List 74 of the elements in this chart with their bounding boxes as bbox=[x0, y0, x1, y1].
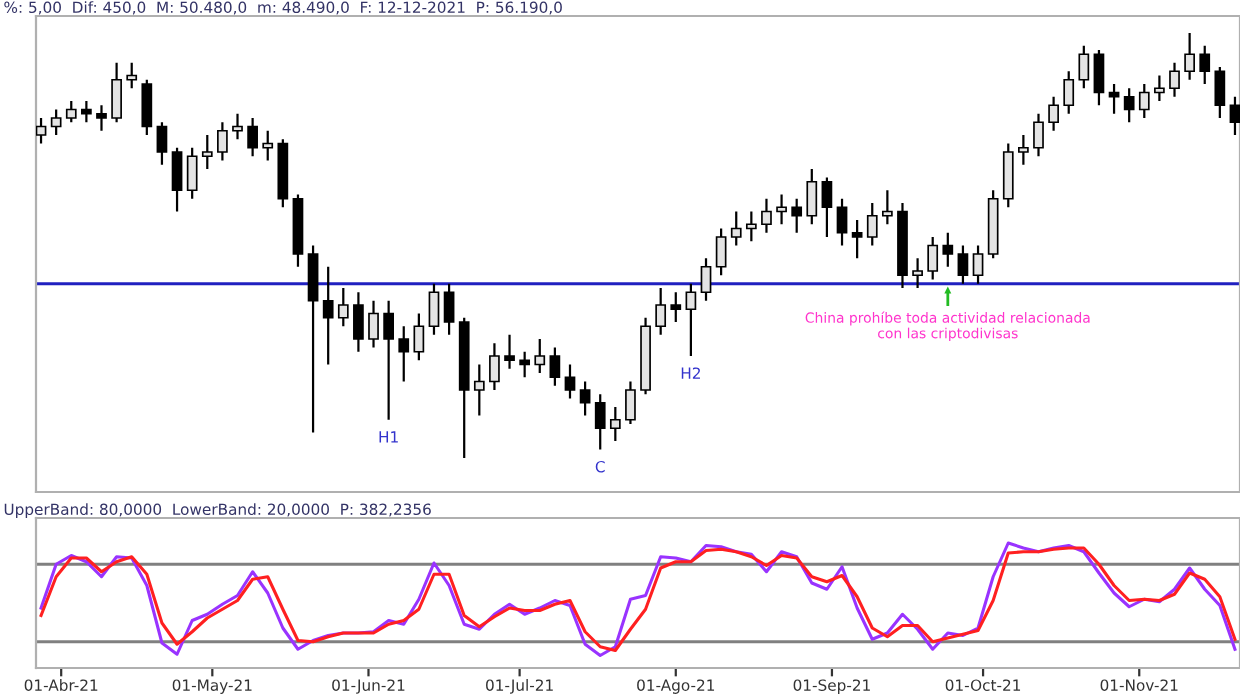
candlestick bbox=[670, 291, 682, 324]
candlestick bbox=[1184, 31, 1195, 81]
candlestick bbox=[337, 286, 349, 328]
candlestick bbox=[65, 99, 77, 124]
candlestick bbox=[972, 244, 984, 285]
candlestick bbox=[1093, 48, 1105, 107]
candlestick bbox=[217, 121, 228, 162]
candlestick bbox=[957, 244, 969, 285]
candlestick bbox=[473, 363, 485, 417]
candlestick bbox=[262, 129, 274, 162]
candlestick bbox=[186, 146, 198, 200]
candlestick bbox=[201, 133, 213, 171]
candlestick bbox=[247, 116, 258, 158]
candlestick bbox=[232, 112, 243, 141]
candlestick bbox=[851, 218, 863, 260]
candlestick bbox=[50, 108, 62, 137]
candlestick bbox=[579, 380, 591, 417]
candlestick bbox=[866, 201, 878, 247]
candlestick bbox=[1078, 44, 1090, 90]
candlestick bbox=[1002, 142, 1014, 209]
candlestick bbox=[821, 176, 833, 239]
candlestick bbox=[141, 78, 153, 137]
candlestick bbox=[1154, 74, 1165, 103]
candlestick bbox=[36, 116, 47, 145]
candlestick bbox=[776, 193, 787, 226]
candlestick bbox=[519, 350, 531, 379]
candlestick bbox=[398, 325, 410, 383]
candlestick bbox=[625, 380, 636, 426]
candlestick bbox=[836, 197, 848, 247]
candlestick bbox=[1018, 133, 1029, 166]
candlestick bbox=[730, 210, 742, 247]
candlestick bbox=[912, 257, 923, 290]
candlestick bbox=[881, 189, 893, 226]
candlestick bbox=[761, 197, 772, 234]
candlestick bbox=[383, 299, 395, 421]
candlestick bbox=[594, 393, 606, 451]
candlestick bbox=[428, 282, 440, 336]
candlestick bbox=[1169, 61, 1180, 98]
candlestick bbox=[700, 257, 712, 302]
candlestick bbox=[791, 197, 803, 234]
candlestick bbox=[413, 312, 425, 362]
candlestick bbox=[322, 265, 334, 366]
candlestick bbox=[1063, 70, 1075, 115]
candlestick bbox=[368, 299, 379, 349]
candlestick bbox=[745, 210, 757, 243]
candlestick bbox=[1214, 65, 1226, 120]
candlestick bbox=[685, 282, 697, 358]
candlestick bbox=[489, 342, 500, 392]
candlestick bbox=[1199, 44, 1211, 86]
candlestick bbox=[126, 61, 138, 90]
candlestick bbox=[942, 231, 954, 268]
candlestick bbox=[549, 346, 561, 387]
candlestick bbox=[81, 99, 92, 124]
candlestick bbox=[534, 337, 546, 375]
candlestick bbox=[307, 244, 319, 434]
candlestick bbox=[1033, 112, 1044, 158]
candlestick bbox=[96, 104, 107, 132]
candlestick bbox=[1229, 95, 1240, 137]
candlestick bbox=[156, 121, 168, 166]
candlestick bbox=[927, 235, 939, 281]
candlestick bbox=[1108, 82, 1120, 115]
candlestick bbox=[504, 333, 515, 370]
candlestick bbox=[111, 61, 122, 124]
candlestick bbox=[443, 282, 455, 336]
candlestick bbox=[171, 146, 183, 213]
candlestick bbox=[715, 227, 727, 277]
candlestick bbox=[564, 363, 576, 400]
candlestick bbox=[1123, 87, 1135, 124]
candlestick bbox=[609, 405, 621, 443]
candlestick bbox=[806, 167, 818, 226]
candlestick bbox=[655, 286, 667, 336]
candlestick bbox=[1138, 82, 1150, 120]
candlestick bbox=[353, 291, 364, 353]
candlestick bbox=[1048, 95, 1059, 132]
